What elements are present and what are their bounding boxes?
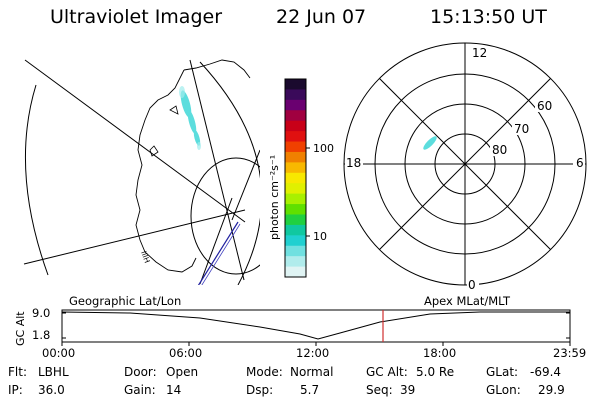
colorbar-frame bbox=[284, 78, 307, 278]
colorbar-cell bbox=[285, 110, 306, 122]
limb-outer-arc bbox=[199, 61, 260, 285]
timeline-ticks bbox=[61, 312, 571, 346]
colorbar-cell bbox=[285, 204, 306, 215]
polar-label-bg-70 bbox=[512, 121, 532, 135]
gcalt-label: GC Alt: bbox=[366, 365, 408, 379]
colorbar-cell bbox=[285, 79, 306, 90]
coastline-north bbox=[183, 59, 251, 79]
colorbar-cell bbox=[285, 120, 306, 132]
timeline-y-label: GC Alt bbox=[14, 311, 27, 346]
ip-label: IP: bbox=[8, 383, 23, 397]
altitude-timeline bbox=[61, 309, 571, 346]
grid-line-short2 bbox=[231, 149, 260, 221]
aurora-emission-polar bbox=[423, 136, 437, 150]
door-label: Door: bbox=[124, 365, 157, 379]
lat-label-60: 60 bbox=[537, 99, 552, 113]
date-label: 22 Jun 07 bbox=[276, 6, 367, 28]
ip-value: 36.0 bbox=[38, 383, 65, 397]
mlt-label-12: 12 bbox=[472, 46, 487, 60]
polar-label-bg-18 bbox=[345, 156, 363, 170]
colorbar-cell bbox=[285, 266, 306, 278]
polar-plot bbox=[343, 42, 587, 286]
colorbar-cell bbox=[285, 141, 306, 153]
colorbar-cell bbox=[285, 214, 306, 226]
mlt-label-6: 6 bbox=[576, 156, 584, 170]
polar-label-bg-0 bbox=[467, 278, 479, 292]
timeline-frame bbox=[61, 309, 571, 343]
colorbar-cell bbox=[285, 162, 306, 174]
timeline-ytick-low: 1.8 bbox=[32, 328, 51, 342]
grid-line-meridian bbox=[189, 59, 245, 281]
lat-label-70: 70 bbox=[514, 122, 529, 136]
timeline-ytick-high: 9.0 bbox=[32, 306, 51, 320]
grid-line-low bbox=[23, 209, 246, 265]
footprint-line bbox=[197, 221, 239, 285]
colorbar-label-10: 10 bbox=[313, 230, 327, 243]
glat-label: GLat: bbox=[486, 365, 519, 379]
mlt-label-18: 18 bbox=[346, 156, 361, 170]
colorbar-cell bbox=[285, 224, 306, 236]
flt-value: LBHL bbox=[38, 365, 69, 379]
timeline-right-caption: Apex MLat/MLT bbox=[424, 294, 511, 308]
colorbar-cell bbox=[285, 256, 306, 268]
timeline-xtick-2359: 23:59 bbox=[553, 346, 587, 360]
gain-label: Gain: bbox=[124, 383, 156, 397]
glat-value: -69.4 bbox=[530, 365, 562, 379]
colorbar-cell bbox=[285, 99, 306, 111]
door-value: Open bbox=[166, 365, 199, 379]
coast-text: IIIH bbox=[139, 250, 152, 265]
polar-label-bg-60 bbox=[535, 98, 555, 112]
polar-label-bg-80 bbox=[490, 142, 510, 156]
limb-left-arc bbox=[24, 84, 49, 276]
coastline-west bbox=[135, 69, 197, 273]
colorbar-cell bbox=[285, 235, 306, 247]
colorbar-cell bbox=[285, 245, 306, 257]
timeline-xtick-0000: 00:00 bbox=[42, 346, 76, 360]
colorbar-cell bbox=[285, 151, 306, 163]
timeline-left-caption: Geographic Lat/Lon bbox=[69, 294, 182, 308]
geographic-map bbox=[23, 59, 260, 285]
polar-label-bg-12 bbox=[470, 46, 486, 59]
timeline-xtick-1800: 18:00 bbox=[423, 346, 457, 360]
polar-label-bg-6 bbox=[573, 156, 585, 170]
seq-value: 39 bbox=[400, 383, 416, 397]
flt-label: Flt: bbox=[8, 365, 27, 379]
gcalt-value: 5.0 Re bbox=[416, 365, 455, 379]
seq-label: Seq: bbox=[366, 383, 393, 397]
timeline-xtick-0600: 06:00 bbox=[169, 346, 203, 360]
gain-value: 14 bbox=[166, 383, 182, 397]
colorbar-cell bbox=[285, 89, 306, 101]
colorbar-cell bbox=[285, 183, 306, 195]
polar-diagonal-2 bbox=[379, 78, 551, 250]
mode-label: Mode: bbox=[246, 365, 283, 379]
footprint-line-2 bbox=[201, 223, 241, 285]
coastline-islands bbox=[149, 105, 179, 157]
colorbar-label-100: 100 bbox=[313, 142, 334, 155]
instrument-title: Ultraviolet Imager bbox=[50, 6, 223, 28]
grid-ellipse bbox=[190, 157, 260, 275]
glon-value: 29.9 bbox=[538, 383, 565, 397]
altitude-curve bbox=[61, 311, 570, 340]
colorbar-cell bbox=[285, 193, 306, 205]
colorbar-cell bbox=[285, 172, 306, 184]
lat-label-80: 80 bbox=[492, 143, 507, 157]
time-label: 15:13:50 UT bbox=[430, 6, 547, 28]
colorbar: 100 10 photon cm⁻²s⁻¹ bbox=[268, 78, 334, 278]
glon-label: GLon: bbox=[486, 383, 521, 397]
grid-line-diag bbox=[24, 59, 246, 223]
timeline-xtick-1200: 12:00 bbox=[296, 346, 330, 360]
colorbar-unit: photon cm⁻²s⁻¹ bbox=[268, 155, 281, 240]
dsp-value: 5.7 bbox=[300, 383, 320, 397]
mlt-label-0: 0 bbox=[468, 278, 476, 292]
colorbar-cell bbox=[285, 131, 306, 143]
dsp-label: Dsp: bbox=[246, 383, 274, 397]
mode-value: Normal bbox=[290, 365, 334, 379]
grid-line-short bbox=[199, 197, 233, 285]
